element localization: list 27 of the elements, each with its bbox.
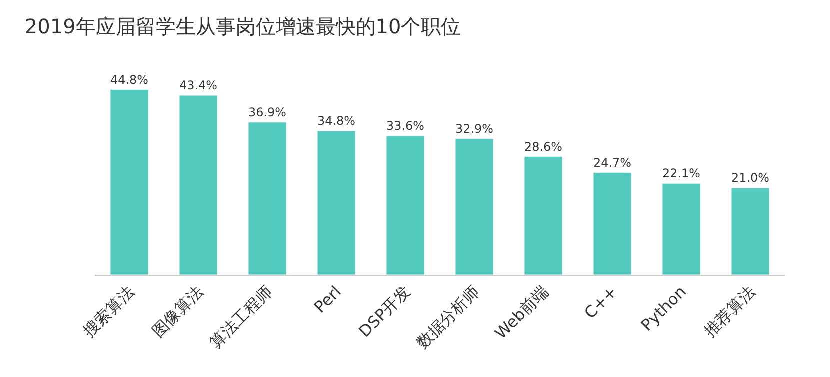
x-tick-label: 算法工程师	[206, 282, 276, 352]
data-label: 33.6%	[386, 119, 424, 134]
data-label: 44.8%	[110, 72, 148, 87]
data-label: 34.8%	[318, 114, 356, 128]
bar	[110, 90, 149, 275]
data-label: 24.7%	[594, 156, 632, 170]
bar	[662, 183, 701, 275]
x-tick-label: 图像算法	[148, 282, 207, 341]
x-tick-label: 推荐算法	[700, 282, 759, 341]
bar	[317, 130, 356, 275]
data-label: 43.4%	[180, 78, 218, 93]
bar	[593, 172, 632, 275]
bar	[731, 188, 770, 275]
bar	[179, 95, 218, 275]
data-label: 21.0%	[732, 171, 770, 186]
bar	[386, 136, 425, 275]
x-tick-label: C++	[580, 282, 621, 323]
bar	[455, 138, 494, 275]
data-label: 36.9%	[248, 105, 286, 120]
x-tick-label: 数据分析师	[412, 282, 483, 352]
data-label: 22.1%	[662, 166, 700, 181]
bar	[524, 156, 563, 275]
x-tick-label: 搜索算法	[79, 282, 138, 341]
data-label: 32.9%	[456, 122, 494, 136]
chart-title: 2019年应届留学生从事岗位增速最快的10个职位	[24, 14, 462, 38]
bar	[248, 122, 287, 275]
data-label: 28.6%	[524, 140, 562, 154]
